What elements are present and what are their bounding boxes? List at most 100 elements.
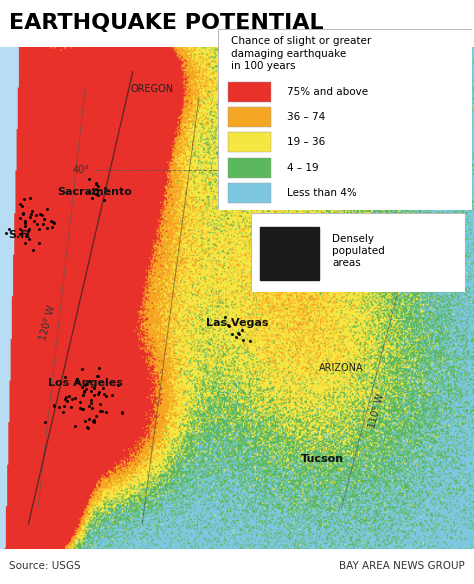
Text: ARIZONA: ARIZONA [319,363,364,373]
Point [79,383,86,392]
Point [79,390,87,399]
Point [76,403,84,412]
Point [94,182,102,191]
Point [228,329,236,339]
Point [94,191,102,200]
Point [63,392,70,402]
Bar [228,82,271,102]
Point [63,397,71,406]
Point [40,214,48,224]
Point [17,213,24,223]
Point [32,210,40,219]
Point [50,401,58,411]
Point [71,422,79,431]
Point [36,209,44,218]
Point [89,185,97,194]
Point [95,390,102,399]
Bar [228,183,271,203]
Point [96,406,103,416]
Point [92,411,100,420]
Point [25,227,32,236]
Point [85,174,93,183]
Point [60,402,67,411]
Point [73,376,81,385]
Point [82,384,90,393]
Point [77,397,84,406]
Point [86,187,93,197]
Point [98,406,106,416]
Point [118,407,126,416]
Point [65,391,73,401]
Text: OREGON: OREGON [130,85,173,95]
Point [19,209,27,218]
Point [88,194,95,203]
Text: 120° W: 120° W [38,304,57,342]
Point [92,185,100,194]
Text: NEVADA: NEVADA [250,228,290,238]
Point [95,387,102,397]
Point [38,211,46,220]
Point [96,399,103,409]
Point [84,423,91,433]
Point [101,183,109,193]
Text: 40°: 40° [73,165,90,175]
Point [47,217,55,226]
Bar [228,107,271,127]
Point [26,193,34,202]
Point [30,217,37,226]
Point [85,415,93,424]
Point [50,218,58,227]
Point [67,402,75,412]
Point [96,363,103,373]
Point [239,336,246,345]
Point [83,422,91,431]
Point [51,400,58,409]
Point [36,224,43,234]
Point [2,228,9,238]
Text: 75% and above: 75% and above [286,86,368,97]
Text: BAY AREA NEWS GROUP: BAY AREA NEWS GROUP [339,561,465,572]
Point [69,394,76,404]
Point [62,395,69,404]
Point [21,238,29,248]
Point [49,223,56,232]
Point [80,387,87,397]
Point [72,394,79,403]
Point [92,180,100,189]
Point [80,405,87,414]
Point [20,194,28,203]
Point [232,332,240,342]
Point [27,210,35,219]
Point [93,179,100,188]
Text: Los Angeles: Los Angeles [48,378,123,388]
Point [17,199,24,208]
Point [41,418,49,427]
Text: 4 – 19: 4 – 19 [286,163,318,173]
Point [91,383,98,392]
Point [235,328,242,338]
Point [99,383,106,392]
Point [18,201,26,211]
Point [102,407,109,416]
Bar [260,227,319,280]
Text: Tucson: Tucson [301,454,344,464]
Point [103,391,110,401]
Point [95,185,102,194]
Point [86,377,93,386]
Point [87,386,94,395]
Point [59,408,66,417]
Point [87,398,95,408]
Point [118,408,126,418]
Text: Less than 4%: Less than 4% [286,188,356,198]
Text: 19 – 36: 19 – 36 [286,137,325,147]
Point [40,214,48,223]
Point [43,223,50,232]
Point [22,231,30,241]
Point [26,235,33,244]
Point [90,416,97,425]
Bar [228,133,271,152]
Point [89,188,97,197]
Text: Source: USGS: Source: USGS [9,561,81,572]
Text: 36 – 74: 36 – 74 [286,112,325,122]
Point [61,372,69,381]
